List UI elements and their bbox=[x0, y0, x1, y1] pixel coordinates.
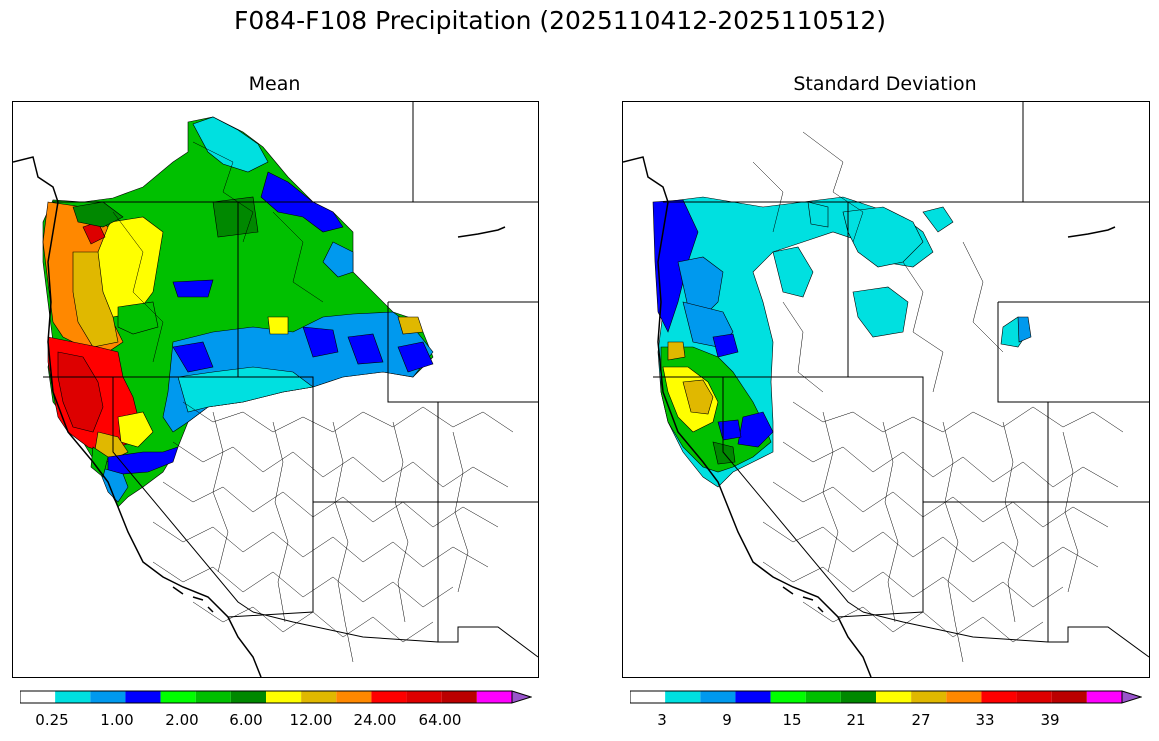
mean-map bbox=[12, 101, 539, 678]
mean-tick-label: 64.00 bbox=[418, 711, 462, 729]
stddev-colorbar-swatch bbox=[735, 691, 771, 703]
stddev-colorbar-swatch bbox=[1051, 691, 1087, 703]
stddev-tick-label: 39 bbox=[1040, 711, 1060, 729]
stddev-colorbar-extend-arrow bbox=[1121, 690, 1143, 704]
mean-basin-lines bbox=[112, 141, 514, 663]
stddev-tick-label: 9 bbox=[722, 711, 732, 729]
mean-coastline bbox=[13, 156, 506, 677]
stddev-colorbar-ticks: 3 9 15 21 27 33 39 bbox=[630, 711, 1142, 731]
mean-colorbar-swatch bbox=[55, 691, 91, 703]
mean-colorbar-ticks: 0.25 1.00 2.00 6.00 12.00 24.00 64.00 bbox=[20, 711, 532, 731]
stddev-tick-label: 27 bbox=[911, 711, 931, 729]
mean-colorbar bbox=[19, 689, 533, 704]
mean-colorbar-extend-arrow bbox=[511, 690, 533, 704]
mean-colorbar-outline bbox=[19, 690, 512, 704]
mean-colorbar-swatch bbox=[371, 691, 407, 703]
mean-colorbar-swatch bbox=[195, 691, 231, 703]
stddev-colorbar-outline bbox=[629, 690, 1122, 704]
stddev-coastline bbox=[623, 156, 1116, 677]
mean-colorbar-swatch bbox=[125, 691, 161, 703]
mean-colorbar-swatch bbox=[336, 691, 372, 703]
mean-map-svg bbox=[13, 102, 538, 677]
mean-tick-label: 6.00 bbox=[229, 711, 263, 729]
mean-colorbar-svg bbox=[19, 690, 533, 704]
stddev-basin-lines bbox=[752, 131, 1124, 663]
stddev-precip-fill bbox=[652, 196, 1032, 488]
mean-colorbar-swatch bbox=[90, 691, 126, 703]
stddev-colorbar-swatch bbox=[946, 691, 982, 703]
stddev-colorbar-swatch bbox=[805, 691, 841, 703]
mean-colorbar-swatch bbox=[406, 691, 442, 703]
mean-colorbar-swatch bbox=[20, 691, 56, 703]
mean-precip-fill bbox=[42, 116, 434, 508]
stddev-colorbar-swatch bbox=[911, 691, 947, 703]
stddev-state-borders bbox=[653, 102, 1149, 658]
stddev-colorbar-swatch bbox=[630, 691, 666, 703]
mean-tick-label: 0.25 bbox=[35, 711, 69, 729]
stddev-colorbar-svg bbox=[629, 690, 1143, 704]
stddev-colorbar-swatch bbox=[840, 691, 876, 703]
mean-tick-label: 12.00 bbox=[289, 711, 333, 729]
mean-panel-title: Mean bbox=[248, 73, 301, 95]
stddev-colorbar-swatch bbox=[700, 691, 736, 703]
stddev-tick-label: 21 bbox=[846, 711, 866, 729]
mean-colorbar-swatch bbox=[301, 691, 337, 703]
mean-tick-label: 24.00 bbox=[353, 711, 397, 729]
mean-state-borders bbox=[43, 102, 538, 658]
mean-colorbar-swatch bbox=[266, 691, 302, 703]
stddev-colorbar-swatch bbox=[665, 691, 701, 703]
stddev-colorbar-swatch bbox=[981, 691, 1017, 703]
figure-title: F084-F108 Precipitation (2025110412-2025… bbox=[233, 6, 886, 35]
stddev-tick-label: 33 bbox=[975, 711, 995, 729]
mean-tick-label: 1.00 bbox=[100, 711, 134, 729]
stddev-map bbox=[622, 101, 1150, 678]
stddev-colorbar-swatch bbox=[1016, 691, 1052, 703]
stddev-map-svg bbox=[623, 102, 1149, 677]
stddev-colorbar-swatch bbox=[770, 691, 806, 703]
mean-tick-label: 2.00 bbox=[165, 711, 199, 729]
stddev-colorbar-swatch bbox=[1086, 691, 1122, 703]
stddev-colorbar-swatch bbox=[876, 691, 912, 703]
stddev-tick-label: 15 bbox=[782, 711, 802, 729]
mean-colorbar-swatch bbox=[441, 691, 477, 703]
mean-colorbar-swatch bbox=[160, 691, 196, 703]
mean-colorbar-swatch bbox=[476, 691, 512, 703]
stddev-panel-title: Standard Deviation bbox=[793, 73, 977, 95]
stddev-tick-label: 3 bbox=[657, 711, 667, 729]
mean-colorbar-swatch bbox=[230, 691, 266, 703]
stddev-colorbar bbox=[629, 689, 1143, 704]
